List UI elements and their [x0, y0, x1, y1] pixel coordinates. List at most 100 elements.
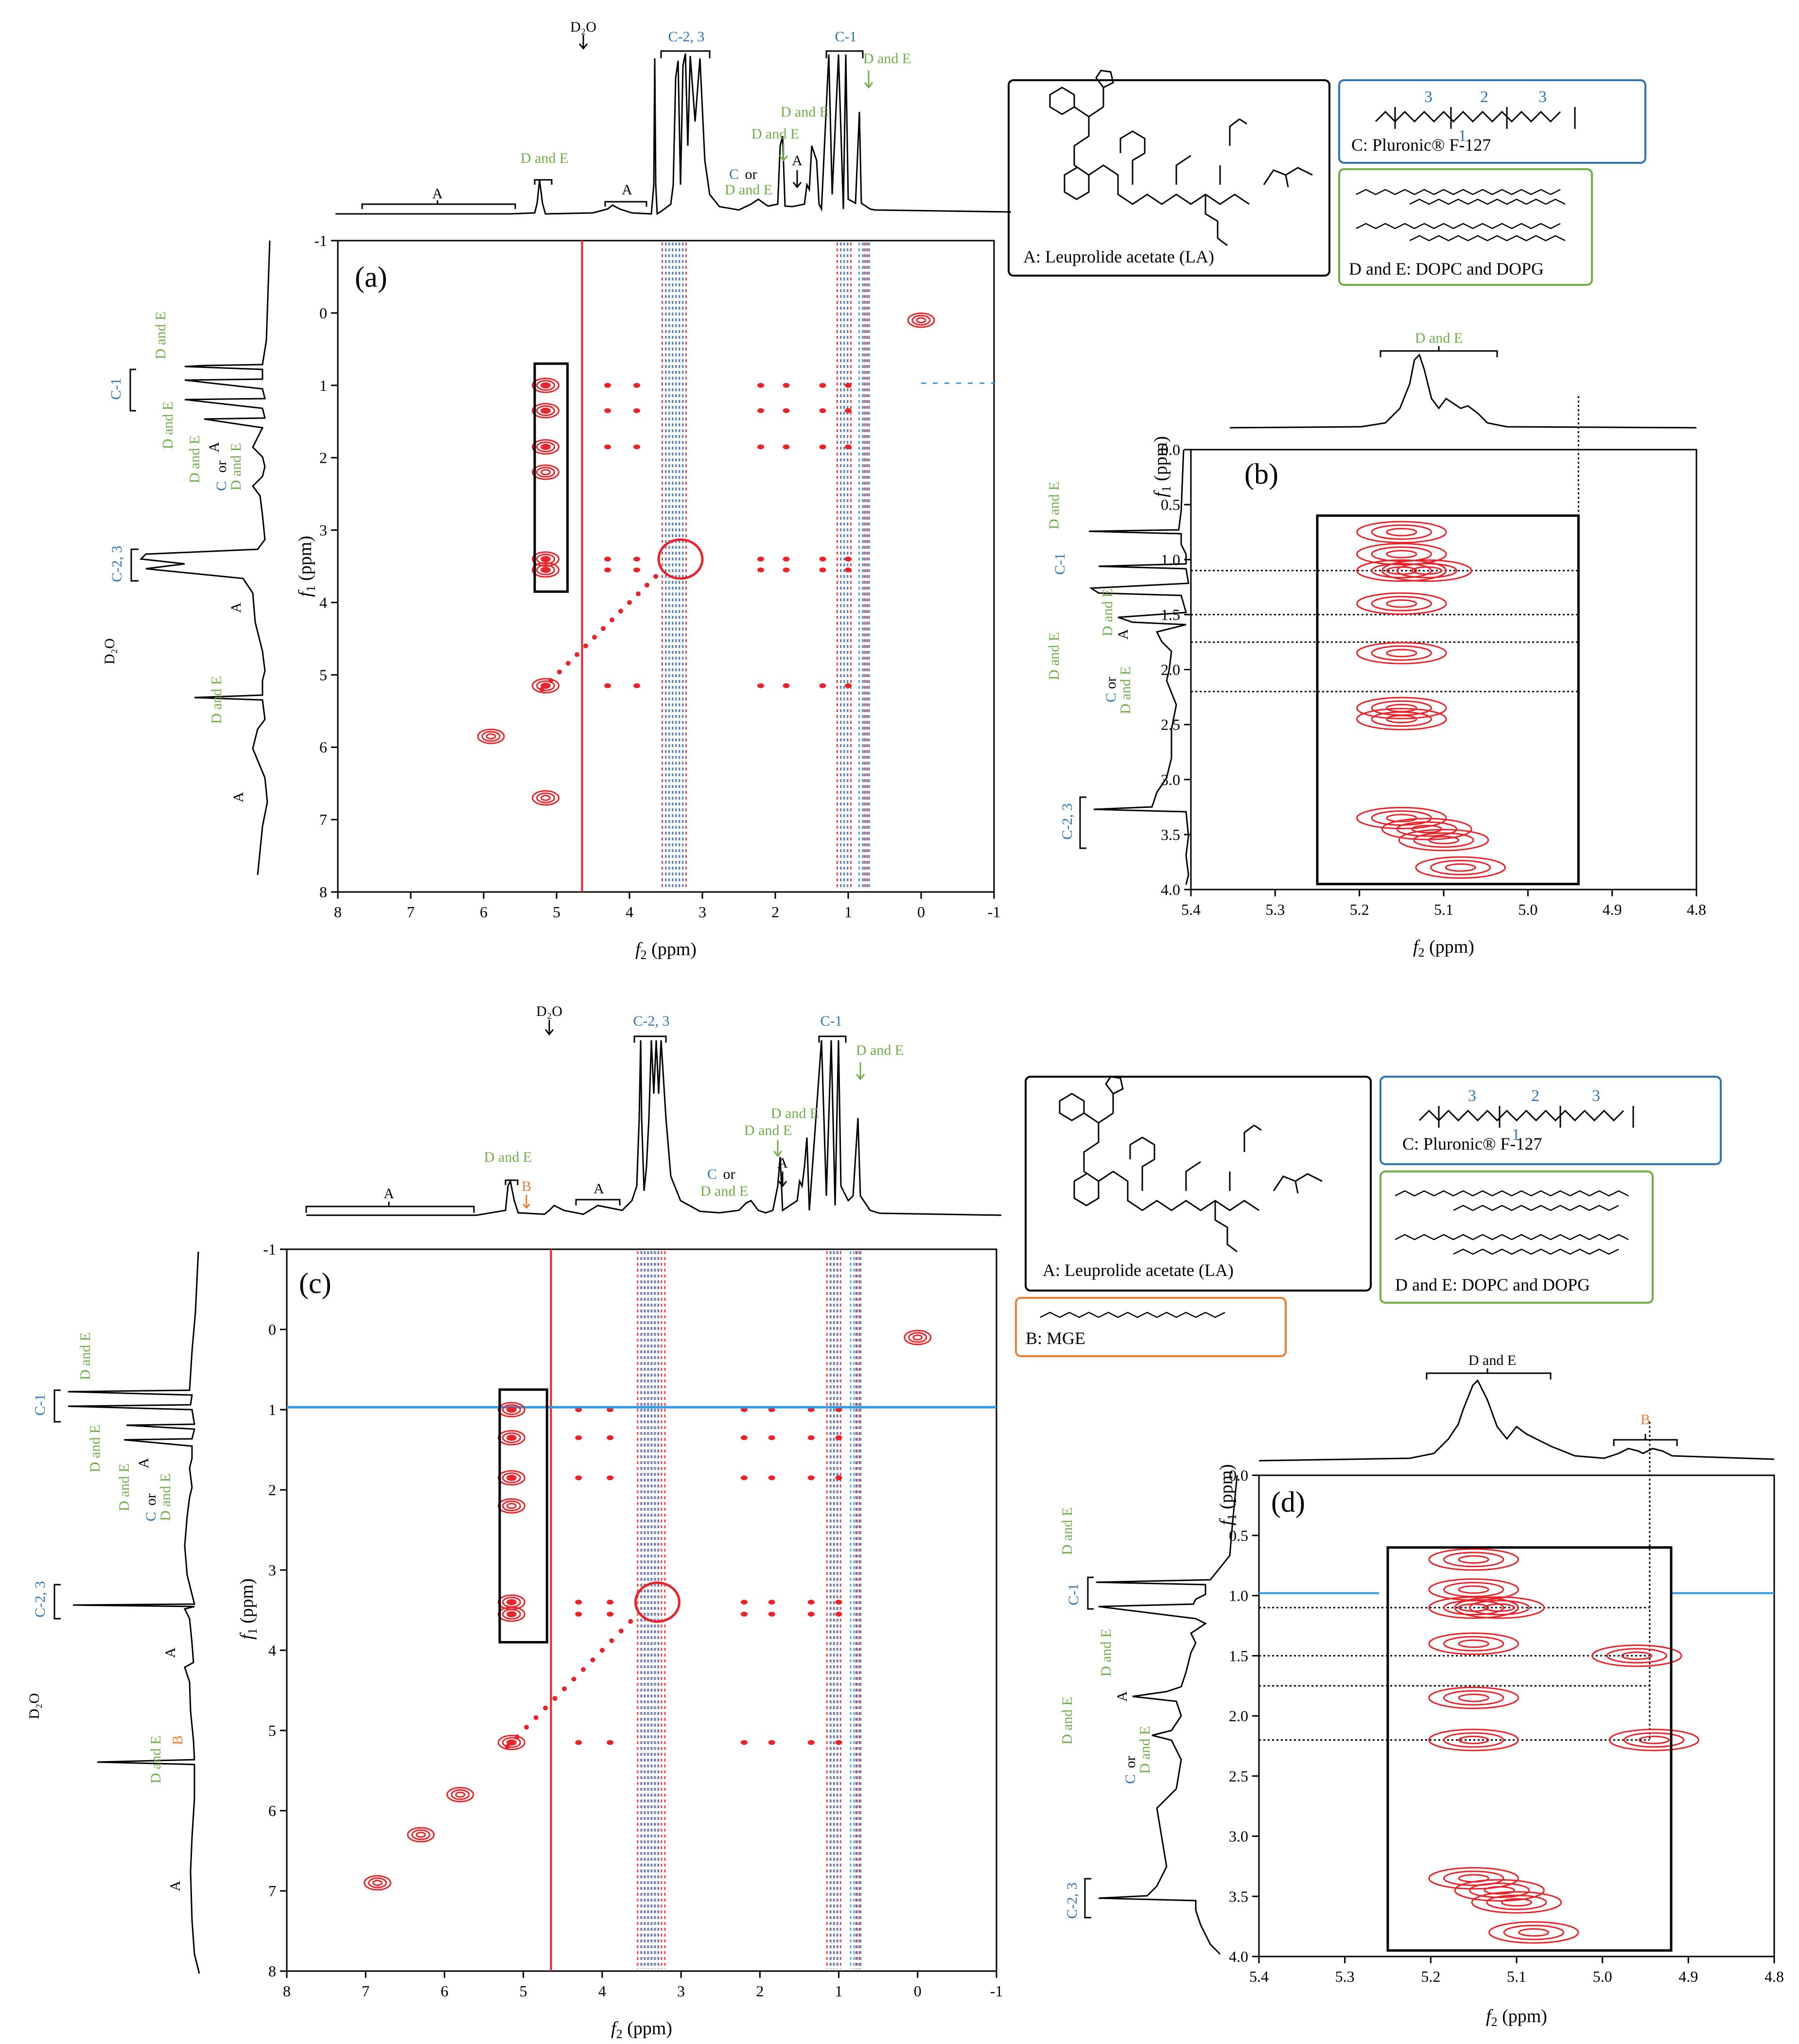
panel-c-peak-label-C1: C-1	[821, 1013, 842, 1029]
cross-peak-row	[807, 1740, 815, 1745]
panel-a-arrow-D2O	[578, 35, 588, 50]
panel-c-label: (c)	[299, 1267, 332, 1299]
panel-d-left-label-DE3: D and E	[1059, 1697, 1075, 1745]
cross-peak-contour	[1454, 1596, 1545, 1619]
panel-c-peak-label-DE2: D and E	[856, 1042, 904, 1058]
cross-peak-contour	[1428, 1548, 1519, 1571]
diagonal-peak	[599, 1648, 605, 1653]
y-tick-label: 4.0	[1161, 881, 1180, 898]
cross-peak-row	[508, 1475, 515, 1481]
y-tick-label: 4	[268, 1642, 276, 1659]
panel-b-left-label-C1: C-1	[1052, 553, 1068, 575]
panel-a-left-bracket-C1	[129, 368, 136, 412]
panel-c-arrow-DE4	[773, 1140, 783, 1157]
panel-a-arrow-A3	[792, 170, 802, 189]
panel-a-left-label-DE5: D and E	[209, 676, 225, 724]
x-tick-label: 8	[283, 1982, 291, 2000]
panel-d-left-label-or: or	[1122, 1756, 1138, 1768]
cross-peak-contour	[532, 464, 559, 480]
y-tick-label: 0	[319, 304, 327, 322]
cross-peak-row	[807, 1600, 815, 1605]
cross-peak-contour	[1413, 832, 1474, 848]
panel-d-left-label-C: C	[1122, 1774, 1138, 1784]
diagonal-peak-cluster	[657, 538, 704, 580]
panel-d-top-bracket-DE	[1426, 1368, 1552, 1380]
cross-peak-row	[604, 408, 611, 413]
y-tick-label: 2	[268, 1481, 276, 1499]
diagonal-peak	[610, 617, 614, 623]
legend-bottom: A: Leuprolide acetate (LA) B: MGE 3 2 3 …	[1015, 1076, 1722, 1357]
leuprolide-structure-icon	[1049, 70, 1313, 246]
cross-peak-row	[819, 557, 826, 562]
cross-peak-contour	[908, 1332, 927, 1343]
x-tick-label: 7	[407, 903, 415, 921]
cross-peak-contour	[506, 1406, 517, 1413]
cross-peak-row	[633, 683, 640, 688]
panel-c-peak-label-DE4: D and E	[744, 1122, 792, 1138]
cross-peak-contour	[497, 1430, 525, 1446]
panel-c-left-label-DE3: D and E	[116, 1464, 132, 1511]
panel-c-peak-label-DE3: D and E	[771, 1105, 819, 1121]
cross-peak-row	[845, 683, 852, 688]
cross-peak-row	[740, 1435, 748, 1440]
cross-peak-row	[607, 1435, 614, 1440]
legend-top: A: Leuprolide acetate (LA) 3 2 3 1 C: Pl…	[1008, 70, 1646, 286]
diagonal-peak	[592, 634, 597, 640]
cross-peak-row	[604, 683, 611, 688]
panel-c-left-spectrum	[68, 1251, 200, 1974]
y-tick-label: 2.0	[1229, 1707, 1248, 1725]
x-tick-label: 5.1	[1507, 1968, 1526, 1985]
cross-peak-contour	[1458, 1694, 1489, 1702]
y-tick-label: 4	[319, 594, 327, 611]
panel-c-peak-label-C23: C-2, 3	[633, 1013, 670, 1029]
panel-d: D and E B D and E C-1 D and E A D and E …	[1059, 1352, 1784, 2029]
cross-peak-contour	[1471, 1891, 1562, 1914]
cross-peak-contour	[541, 795, 551, 801]
cross-peak-contour	[532, 439, 559, 455]
panel-a-peak-label-C1: C-1	[835, 29, 857, 45]
legend-C-num3b: 3	[1538, 88, 1547, 106]
panel-a-f1-axis-label: f1 (ppm)	[295, 536, 318, 597]
cross-peak-contour	[1428, 1867, 1519, 1890]
cross-peak-row	[604, 383, 611, 388]
cross-peak-contour	[541, 382, 551, 389]
panel-d-left-label-DE1: D and E	[1059, 1507, 1075, 1555]
y-tick-label: 3.0	[1161, 771, 1180, 788]
panel-a-peak-label-or: or	[745, 166, 757, 182]
x-tick-label: 4	[598, 1982, 606, 2000]
cross-peak-row	[768, 1435, 775, 1440]
cross-peak-contour	[541, 556, 551, 562]
x-tick-label: 5.2	[1350, 901, 1369, 918]
cross-peak-row	[633, 408, 640, 413]
panel-c-bracket-C1	[818, 1035, 847, 1043]
cross-peak-row	[768, 1740, 775, 1745]
pluronic-structure-icon-2	[1418, 1106, 1634, 1128]
panel-c-peak-label-B: B	[522, 1178, 531, 1194]
cross-peak-contour	[1371, 645, 1432, 661]
cross-peak-contour	[1415, 856, 1506, 879]
cross-peak-row	[633, 444, 640, 450]
y-tick-label: 0.0	[1229, 1467, 1248, 1484]
cross-peak-contour	[1458, 1555, 1489, 1564]
cross-peak-contour	[502, 1472, 521, 1484]
cross-peak-row	[542, 567, 549, 573]
cross-peak-contour	[506, 1739, 517, 1746]
panel-b-left-label-DE1: D and E	[1046, 482, 1062, 529]
x-tick-label: 8	[334, 903, 342, 921]
legend-C2-num2: 2	[1531, 1087, 1539, 1105]
x-tick-label: 5.2	[1421, 1968, 1440, 1985]
cross-peak-contour	[1381, 818, 1472, 840]
panel-d-left-label-A: A	[1114, 1691, 1130, 1702]
y-tick-label: 2	[319, 449, 327, 467]
cross-peak-contour	[541, 567, 551, 573]
highlight-box	[498, 1388, 548, 1643]
panel-c-peak-label-A3: A	[777, 1155, 788, 1171]
cross-peak-contour	[1443, 1582, 1504, 1598]
x-tick-label: 1	[835, 1982, 843, 2000]
cross-peak-row	[845, 557, 852, 562]
x-tick-label: 0	[917, 903, 925, 921]
panel-a-peak-label-A: A	[432, 186, 443, 202]
y-tick-label: 4.0	[1229, 1948, 1248, 1965]
cross-peak-contour	[1458, 1639, 1489, 1648]
